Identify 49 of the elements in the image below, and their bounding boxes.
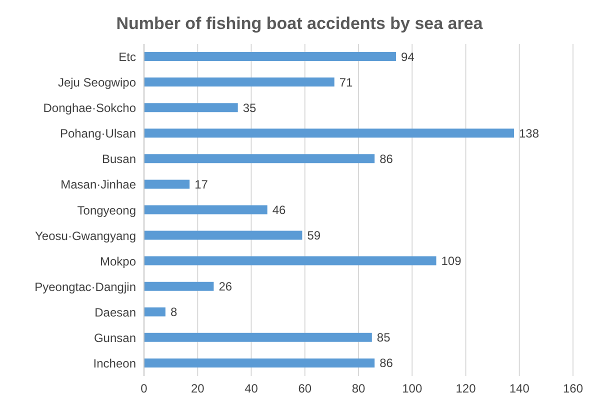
bar [144,307,166,316]
x-tick-label: 0 [140,382,148,396]
y-tick-label: Tongyeong [77,203,136,218]
data-label: 59 [307,228,321,243]
x-tick-label: 40 [244,382,258,396]
y-tick-label: Daesan [94,305,136,320]
y-tick-label: Incheon [93,356,136,370]
y-tick-label: Pohang·Ulsan [60,126,136,141]
y-tick-label: Pyeongtac·Dangjin [34,280,136,294]
data-label: 26 [218,280,232,294]
bar [144,358,375,368]
y-tick-label: Etc [118,50,136,64]
chart-title: Number of fishing boat accidents by sea area [115,13,484,35]
data-label: 86 [380,356,394,370]
y-tick-label: Mokpo [100,254,136,268]
data-label: 71 [339,75,354,90]
data-label: 109 [441,254,462,268]
bar [144,230,302,240]
data-label: 85 [376,330,391,345]
y-tick-label: Jeju Seogwipo [58,76,136,90]
x-tick-label: 140 [509,382,530,396]
x-tick-label: 160 [562,382,584,396]
bar [144,154,375,164]
y-tick-label: Gunsan [94,330,136,345]
data-label: 138 [519,126,540,140]
x-tick-label: 100 [402,382,422,396]
data-label: 46 [272,202,286,217]
data-label: 35 [242,100,257,115]
bar [144,103,238,112]
bar [144,52,396,61]
bar [144,282,214,291]
x-tick-label: 20 [190,382,205,396]
y-tick-label: Busan [102,152,136,166]
data-label: 8 [170,305,178,320]
bar [144,205,268,214]
y-tick-label: Donghae·Sokcho [43,101,136,116]
data-label: 17 [194,177,208,192]
bar [144,78,334,87]
data-label: 94 [401,50,415,64]
bar [144,180,190,189]
x-tick-label: 60 [298,382,312,396]
data-label: 86 [380,152,394,166]
bar [144,128,514,138]
bar [144,332,372,342]
bar [144,256,436,266]
x-tick-label: 120 [456,382,476,396]
x-tick-label: 80 [352,382,366,396]
y-tick-label: Masan·Jinhae [60,178,136,192]
y-tick-label: Yeosu·Gwangyang [35,228,136,243]
